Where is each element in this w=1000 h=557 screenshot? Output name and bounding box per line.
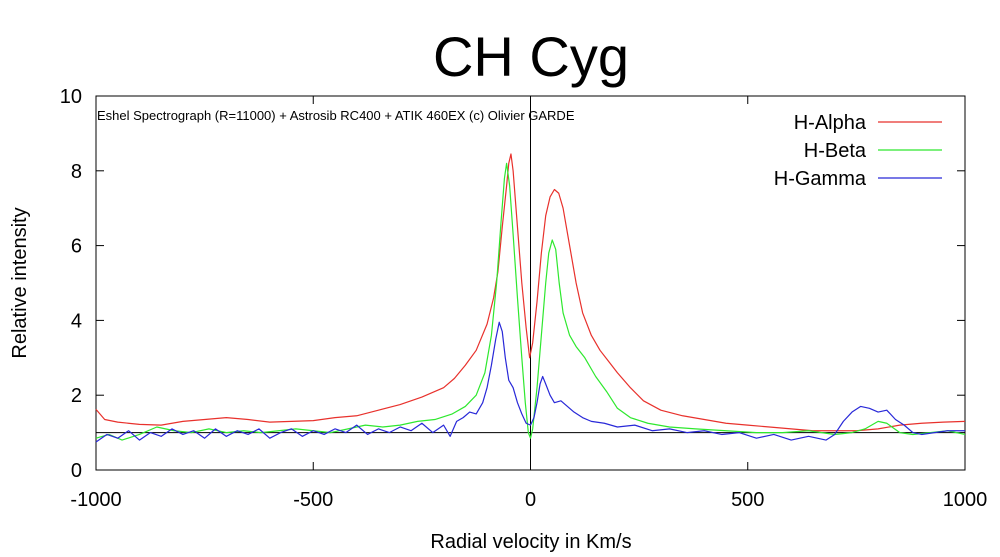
x-axis-ticks: -1000 -500 0 500 1000 [70,96,987,511]
y-tick-label: 8 [71,161,82,183]
y-tick-label: 6 [71,236,82,258]
legend-label: H-Alpha [794,112,867,134]
x-axis-label: Radial velocity in Km/s [430,531,631,553]
series-lines [95,153,966,443]
y-axis-ticks: 0 2 4 6 8 10 [60,86,965,482]
x-tick-label: 500 [731,489,764,511]
x-tick-label: 0 [525,489,536,511]
y-tick-label: 2 [71,385,82,407]
instrument-annotation: Eshel Spectrograph (R=11000) + Astrosib … [97,108,575,123]
y-tick-label: 10 [60,86,82,108]
chart-title: CH Cyg [433,25,629,88]
y-tick-label: 4 [71,310,82,332]
x-tick-label: -500 [293,489,333,511]
legend: H-Alpha H-Beta H-Gamma [774,112,942,190]
x-tick-label: 1000 [943,489,988,511]
legend-label: H-Gamma [774,168,867,190]
legend-label: H-Beta [804,140,867,162]
series-line-h-alpha [95,153,966,432]
y-axis-label: Relative intensity [9,207,31,358]
x-tick-label: -1000 [70,489,121,511]
y-tick-label: 0 [71,460,82,482]
series-line-h-gamma [95,321,965,443]
